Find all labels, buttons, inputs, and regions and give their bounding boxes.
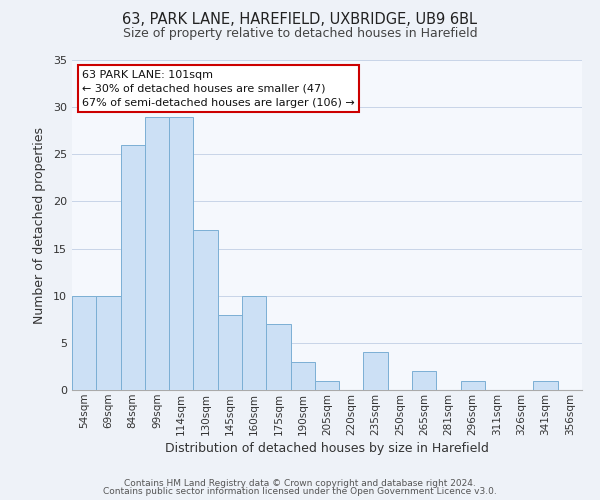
- Bar: [364, 352, 388, 390]
- Bar: [461, 380, 485, 390]
- Bar: [193, 230, 218, 390]
- Bar: [145, 116, 169, 390]
- Bar: [169, 116, 193, 390]
- Y-axis label: Number of detached properties: Number of detached properties: [33, 126, 46, 324]
- Text: Contains HM Land Registry data © Crown copyright and database right 2024.: Contains HM Land Registry data © Crown c…: [124, 478, 476, 488]
- Bar: [290, 362, 315, 390]
- Bar: [266, 324, 290, 390]
- Text: Contains public sector information licensed under the Open Government Licence v3: Contains public sector information licen…: [103, 487, 497, 496]
- Bar: [218, 314, 242, 390]
- Bar: [315, 380, 339, 390]
- X-axis label: Distribution of detached houses by size in Harefield: Distribution of detached houses by size …: [165, 442, 489, 455]
- Bar: [533, 380, 558, 390]
- Bar: [72, 296, 96, 390]
- Text: 63 PARK LANE: 101sqm
← 30% of detached houses are smaller (47)
67% of semi-detac: 63 PARK LANE: 101sqm ← 30% of detached h…: [82, 70, 355, 108]
- Text: Size of property relative to detached houses in Harefield: Size of property relative to detached ho…: [122, 28, 478, 40]
- Bar: [412, 371, 436, 390]
- Bar: [242, 296, 266, 390]
- Text: 63, PARK LANE, HAREFIELD, UXBRIDGE, UB9 6BL: 63, PARK LANE, HAREFIELD, UXBRIDGE, UB9 …: [122, 12, 478, 28]
- Bar: [121, 145, 145, 390]
- Bar: [96, 296, 121, 390]
